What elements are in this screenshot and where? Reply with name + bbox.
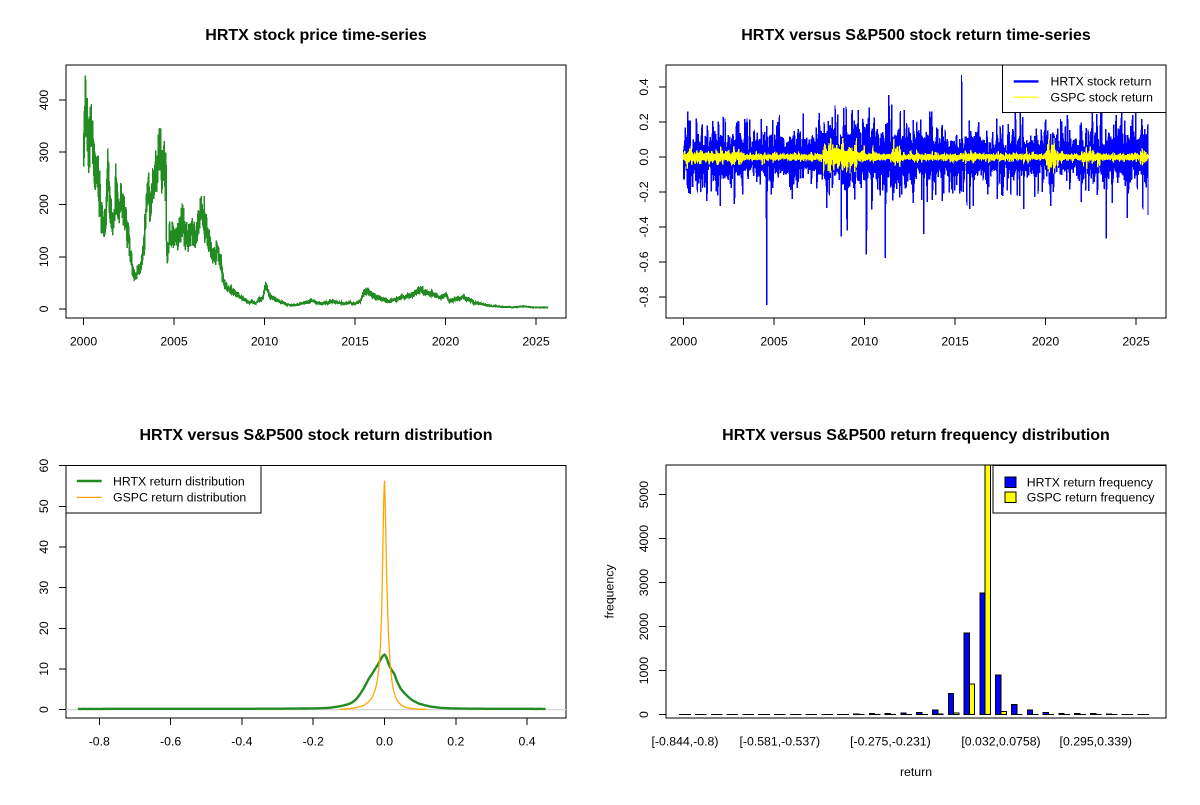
svg-text:30: 30: [37, 581, 51, 595]
svg-text:40: 40: [37, 540, 51, 554]
svg-text:0.4: 0.4: [519, 735, 536, 749]
svg-text:-0.4: -0.4: [231, 735, 252, 749]
svg-text:100: 100: [37, 246, 51, 267]
svg-text:0: 0: [637, 711, 651, 718]
svg-text:HRTX stock return: HRTX stock return: [1051, 75, 1152, 89]
svg-text:-0.6: -0.6: [637, 251, 651, 272]
svg-text:[-0.581,-0.537): [-0.581,-0.537): [739, 735, 820, 749]
svg-text:GSPC return distribution: GSPC return distribution: [113, 491, 246, 505]
svg-text:10: 10: [37, 662, 51, 676]
svg-text:[-0.844,-0.8): [-0.844,-0.8): [652, 735, 719, 749]
svg-text:2015: 2015: [341, 335, 369, 349]
svg-text:2025: 2025: [522, 335, 550, 349]
svg-text:1000: 1000: [637, 657, 651, 685]
svg-text:0.0: 0.0: [376, 735, 393, 749]
svg-text:GSPC stock return: GSPC stock return: [1051, 90, 1154, 104]
svg-text:[0.295,0.339): [0.295,0.339): [1060, 735, 1132, 749]
svg-text:2005: 2005: [160, 335, 188, 349]
svg-text:HRTX stock price time-series: HRTX stock price time-series: [205, 27, 427, 44]
svg-text:-0.6: -0.6: [160, 735, 181, 749]
svg-text:20: 20: [37, 621, 51, 635]
svg-text:60: 60: [37, 459, 51, 473]
svg-text:2005: 2005: [760, 335, 788, 349]
svg-text:HRTX return frequency: HRTX return frequency: [1027, 476, 1154, 490]
svg-text:2000: 2000: [637, 613, 651, 641]
svg-text:return: return: [900, 765, 932, 779]
svg-text:HRTX return distribution: HRTX return distribution: [113, 474, 245, 488]
svg-text:4000: 4000: [637, 525, 651, 553]
svg-text:HRTX versus S&P500 stock retur: HRTX versus S&P500 stock return time-ser…: [741, 27, 1091, 44]
svg-text:-0.8: -0.8: [637, 286, 651, 307]
svg-text:50: 50: [37, 499, 51, 513]
svg-text:0: 0: [37, 706, 51, 713]
svg-text:400: 400: [37, 90, 51, 111]
svg-text:2000: 2000: [670, 335, 698, 349]
svg-text:-0.8: -0.8: [89, 735, 110, 749]
svg-text:2025: 2025: [1122, 335, 1150, 349]
svg-text:300: 300: [37, 142, 51, 163]
svg-text:frequency: frequency: [603, 564, 617, 619]
svg-text:0.2: 0.2: [637, 113, 651, 130]
svg-text:5000: 5000: [637, 481, 651, 509]
svg-text:2000: 2000: [70, 335, 98, 349]
svg-text:-0.2: -0.2: [637, 181, 651, 202]
svg-text:2010: 2010: [851, 335, 879, 349]
svg-text:-0.2: -0.2: [303, 735, 324, 749]
svg-text:0: 0: [37, 305, 51, 312]
svg-text:2020: 2020: [432, 335, 460, 349]
svg-text:2015: 2015: [941, 335, 969, 349]
svg-text:2010: 2010: [251, 335, 279, 349]
svg-text:[-0.275,-0.231): [-0.275,-0.231): [850, 735, 931, 749]
svg-text:HRTX versus S&P500 stock retur: HRTX versus S&P500 stock return distribu…: [140, 427, 493, 444]
svg-text:-0.4: -0.4: [637, 216, 651, 237]
svg-text:3000: 3000: [637, 569, 651, 597]
svg-text:[0.032,0.0758): [0.032,0.0758): [961, 735, 1040, 749]
svg-text:GSPC return frequency: GSPC return frequency: [1027, 491, 1156, 505]
svg-text:0.2: 0.2: [447, 735, 464, 749]
svg-text:200: 200: [37, 194, 51, 215]
svg-text:HRTX versus S&P500 return freq: HRTX versus S&P500 return frequency dist…: [722, 427, 1110, 444]
svg-text:0.4: 0.4: [637, 78, 651, 95]
svg-text:2020: 2020: [1032, 335, 1060, 349]
svg-text:0.0: 0.0: [637, 148, 651, 165]
